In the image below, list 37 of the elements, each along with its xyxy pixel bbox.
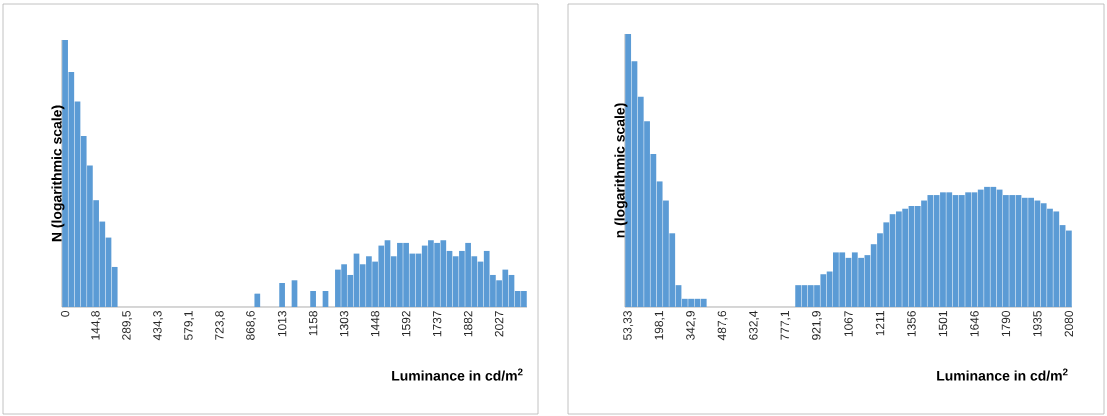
x-tick-label: 2027 — [494, 311, 504, 337]
bar — [310, 290, 316, 307]
y-axis-title: N (logarithmic scale) — [51, 105, 65, 242]
x-tick-label: 53,33 — [623, 311, 634, 340]
x-tick-label: 434,3 — [153, 311, 164, 341]
x-tick-label: 632,4 — [749, 310, 760, 340]
x-tick-label: 579,1 — [184, 311, 195, 340]
x-tick-label: 1646 — [970, 311, 979, 337]
bar — [279, 282, 285, 307]
x-tick-label: 1303 — [339, 311, 349, 337]
x-tick-label: 342,9 — [686, 311, 697, 340]
x-tick-label: 1158 — [308, 311, 318, 336]
x-axis-title: Luminance in cd/m$^{2}$ — [937, 368, 1068, 381]
x-tick-label: 1448 — [370, 311, 380, 337]
x-tick-label: 289,5 — [122, 311, 133, 340]
x-tick-label: 1935 — [1033, 311, 1042, 337]
x-tick-label: 1067 — [844, 311, 853, 337]
x-tick-label: 198,1 — [654, 311, 665, 340]
x-tick-label: 487,6 — [717, 311, 728, 341]
x-tick-label: 1356 — [907, 311, 916, 337]
x-tick-label: 777,1 — [780, 311, 791, 340]
x-tick-label: 1882 — [463, 311, 473, 337]
x-tick-label: 1592 — [401, 311, 411, 337]
x-tick-label: 0 — [60, 310, 70, 317]
x-tick-label: 2080 — [1064, 310, 1074, 337]
x-tick-label: 868,6 — [246, 311, 257, 340]
x-tick-label: 723,8 — [215, 311, 226, 340]
x-tick-label: 144,8 — [91, 311, 102, 340]
x-tick-label: 1013 — [277, 311, 287, 337]
x-tick-label: 1790 — [1001, 310, 1011, 337]
x-tick-label: 1737 — [432, 311, 442, 337]
x-tick-label: 1501 — [938, 311, 948, 337]
y-axis-title: n (logarithmic scale) — [614, 103, 628, 238]
x-tick-label: 1211 — [875, 311, 885, 336]
bar — [254, 293, 261, 307]
x-tick-label: 921,9 — [812, 311, 822, 340]
x-axis-title: Luminance in cd/m$^{2}$ — [392, 368, 523, 381]
